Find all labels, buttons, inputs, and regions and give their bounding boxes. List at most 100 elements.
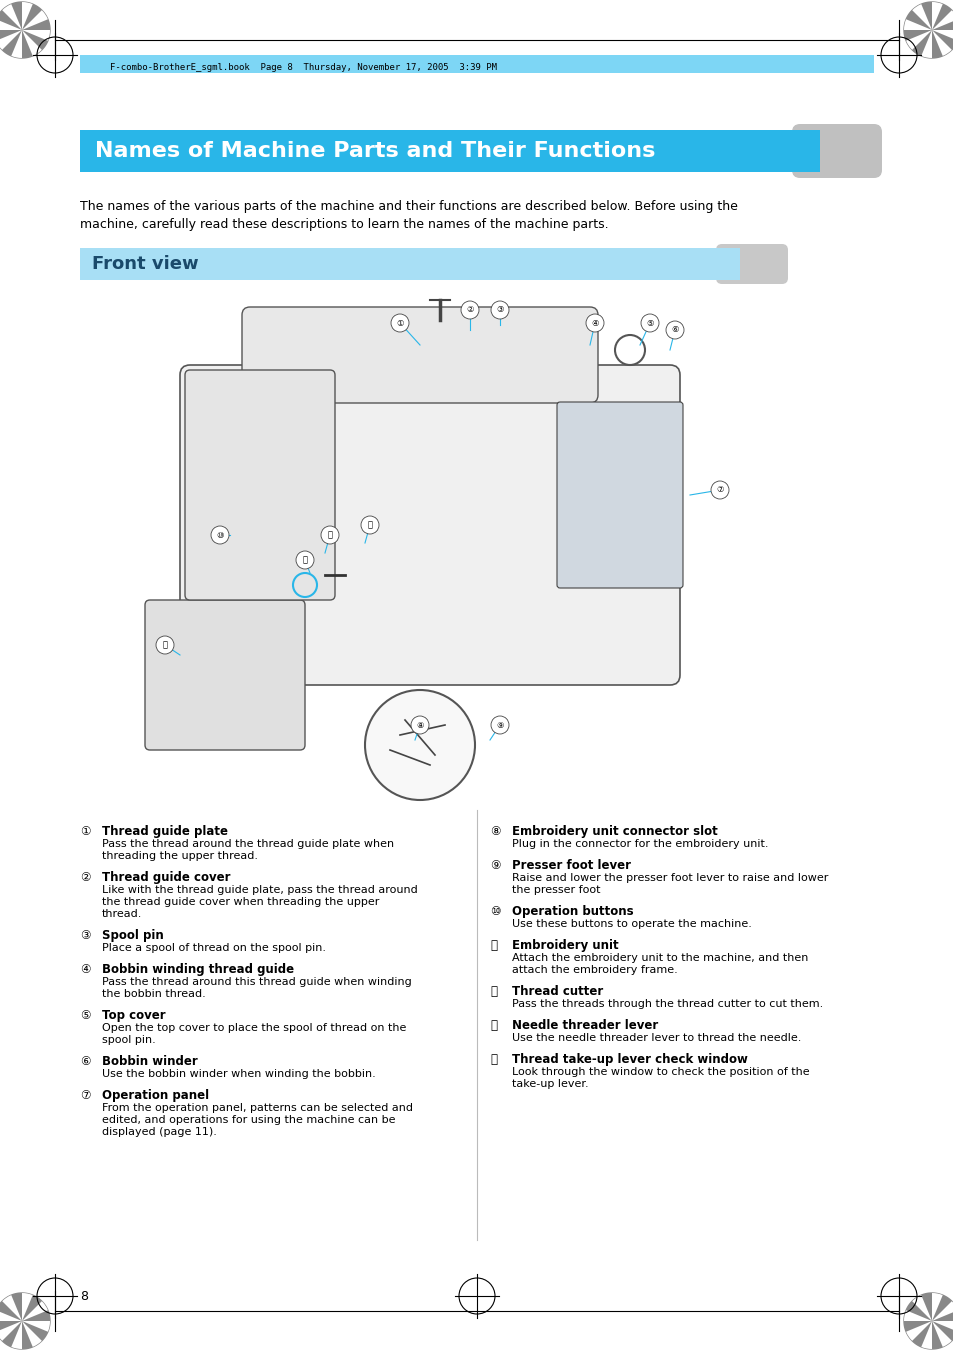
Wedge shape	[931, 11, 953, 30]
Text: ⑪: ⑪	[490, 939, 497, 952]
Text: Look through the window to check the position of the: Look through the window to check the pos…	[512, 1067, 809, 1077]
Text: ⑦: ⑦	[80, 1089, 91, 1102]
Circle shape	[460, 301, 478, 319]
Circle shape	[365, 690, 475, 800]
Polygon shape	[0, 1, 50, 58]
Text: Embroidery unit connector slot: Embroidery unit connector slot	[512, 825, 717, 838]
FancyBboxPatch shape	[80, 249, 740, 280]
Circle shape	[360, 516, 378, 534]
FancyBboxPatch shape	[145, 600, 305, 750]
FancyBboxPatch shape	[557, 403, 682, 588]
Wedge shape	[911, 1296, 931, 1321]
Wedge shape	[903, 19, 931, 30]
Wedge shape	[22, 1321, 42, 1347]
Polygon shape	[903, 1293, 953, 1350]
Circle shape	[156, 636, 173, 654]
Wedge shape	[2, 4, 22, 30]
Text: From the operation panel, patterns can be selected and: From the operation panel, patterns can b…	[102, 1102, 413, 1113]
Text: Attach the embroidery unit to the machine, and then: Attach the embroidery unit to the machin…	[512, 952, 807, 963]
Text: Embroidery unit: Embroidery unit	[512, 939, 618, 952]
Text: Names of Machine Parts and Their Functions: Names of Machine Parts and Their Functio…	[95, 141, 655, 161]
Wedge shape	[22, 11, 48, 30]
Text: displayed (page 11).: displayed (page 11).	[102, 1127, 216, 1138]
Text: ⑦: ⑦	[716, 485, 723, 494]
Circle shape	[491, 301, 509, 319]
Text: the presser foot: the presser foot	[512, 885, 599, 894]
Text: ④: ④	[591, 319, 598, 327]
Text: Operation panel: Operation panel	[102, 1089, 209, 1102]
Text: ⑪: ⑪	[162, 640, 168, 650]
Text: Thread guide plate: Thread guide plate	[102, 825, 228, 838]
Text: edited, and operations for using the machine can be: edited, and operations for using the mac…	[102, 1115, 395, 1125]
Text: Presser foot lever: Presser foot lever	[512, 859, 630, 871]
Text: Raise and lower the presser foot lever to raise and lower: Raise and lower the presser foot lever t…	[512, 873, 827, 884]
Text: The names of the various parts of the machine and their functions are described : The names of the various parts of the ma…	[80, 200, 737, 231]
Text: Top cover: Top cover	[102, 1009, 166, 1021]
FancyBboxPatch shape	[185, 370, 335, 600]
Text: Thread take-up lever check window: Thread take-up lever check window	[512, 1052, 747, 1066]
FancyBboxPatch shape	[80, 130, 820, 172]
Text: ⑥: ⑥	[80, 1055, 91, 1069]
Text: Pass the threads through the thread cutter to cut them.: Pass the threads through the thread cutt…	[512, 998, 822, 1009]
Text: Use these buttons to operate the machine.: Use these buttons to operate the machine…	[512, 919, 751, 929]
FancyBboxPatch shape	[242, 307, 598, 403]
Wedge shape	[911, 4, 931, 30]
Wedge shape	[22, 1, 32, 30]
Text: take-up lever.: take-up lever.	[512, 1079, 588, 1089]
Text: Needle threader lever: Needle threader lever	[512, 1019, 658, 1032]
Wedge shape	[931, 1301, 953, 1321]
Circle shape	[320, 526, 338, 544]
Text: ⑬: ⑬	[327, 531, 333, 539]
Wedge shape	[22, 30, 42, 55]
Wedge shape	[921, 30, 931, 58]
Wedge shape	[0, 1310, 22, 1321]
Text: Use the needle threader lever to thread the needle.: Use the needle threader lever to thread …	[512, 1034, 801, 1043]
FancyBboxPatch shape	[180, 365, 679, 685]
Wedge shape	[0, 30, 22, 50]
Wedge shape	[905, 1321, 931, 1340]
Text: Pass the thread around the thread guide plate when: Pass the thread around the thread guide …	[102, 839, 394, 848]
Wedge shape	[931, 30, 951, 55]
FancyBboxPatch shape	[716, 245, 787, 284]
Circle shape	[665, 322, 683, 339]
Text: ⑩: ⑩	[216, 531, 224, 539]
Text: thread.: thread.	[102, 909, 142, 919]
Wedge shape	[0, 19, 22, 30]
Text: attach the embroidery frame.: attach the embroidery frame.	[512, 965, 677, 975]
Wedge shape	[0, 1321, 22, 1340]
Text: Open the top cover to place the spool of thread on the: Open the top cover to place the spool of…	[102, 1023, 406, 1034]
Text: Use the bobbin winder when winding the bobbin.: Use the bobbin winder when winding the b…	[102, 1069, 375, 1079]
Wedge shape	[931, 1, 942, 30]
Polygon shape	[0, 1293, 50, 1350]
Text: spool pin.: spool pin.	[102, 1035, 155, 1046]
Text: ⑩: ⑩	[490, 905, 500, 917]
Wedge shape	[22, 1293, 32, 1321]
Text: ⑫: ⑫	[302, 555, 307, 565]
Wedge shape	[11, 1321, 22, 1350]
Text: Thread guide cover: Thread guide cover	[102, 871, 231, 884]
Wedge shape	[931, 1293, 942, 1321]
Wedge shape	[921, 1321, 931, 1350]
Text: ⑫: ⑫	[490, 985, 497, 998]
Text: ①: ①	[80, 825, 91, 838]
Circle shape	[585, 313, 603, 332]
Text: ⑭: ⑭	[490, 1052, 497, 1066]
Text: ⑤: ⑤	[80, 1009, 91, 1021]
Text: Place a spool of thread on the spool pin.: Place a spool of thread on the spool pin…	[102, 943, 326, 952]
Text: the bobbin thread.: the bobbin thread.	[102, 989, 206, 998]
Circle shape	[640, 313, 659, 332]
Text: F-combo-BrotherE_sgml.book  Page 8  Thursday, November 17, 2005  3:39 PM: F-combo-BrotherE_sgml.book Page 8 Thursd…	[110, 62, 497, 72]
Text: ⑧: ⑧	[490, 825, 500, 838]
Circle shape	[211, 526, 229, 544]
Text: Bobbin winder: Bobbin winder	[102, 1055, 197, 1069]
Text: Spool pin: Spool pin	[102, 929, 164, 942]
Text: ⑬: ⑬	[490, 1019, 497, 1032]
Polygon shape	[903, 1, 953, 58]
Text: the thread guide cover when threading the upper: the thread guide cover when threading th…	[102, 897, 379, 907]
Wedge shape	[931, 1321, 953, 1332]
Text: ⑥: ⑥	[671, 326, 678, 335]
Text: ③: ③	[80, 929, 91, 942]
Circle shape	[295, 551, 314, 569]
Text: ⑨: ⑨	[490, 859, 500, 871]
Text: Front view: Front view	[91, 255, 198, 273]
